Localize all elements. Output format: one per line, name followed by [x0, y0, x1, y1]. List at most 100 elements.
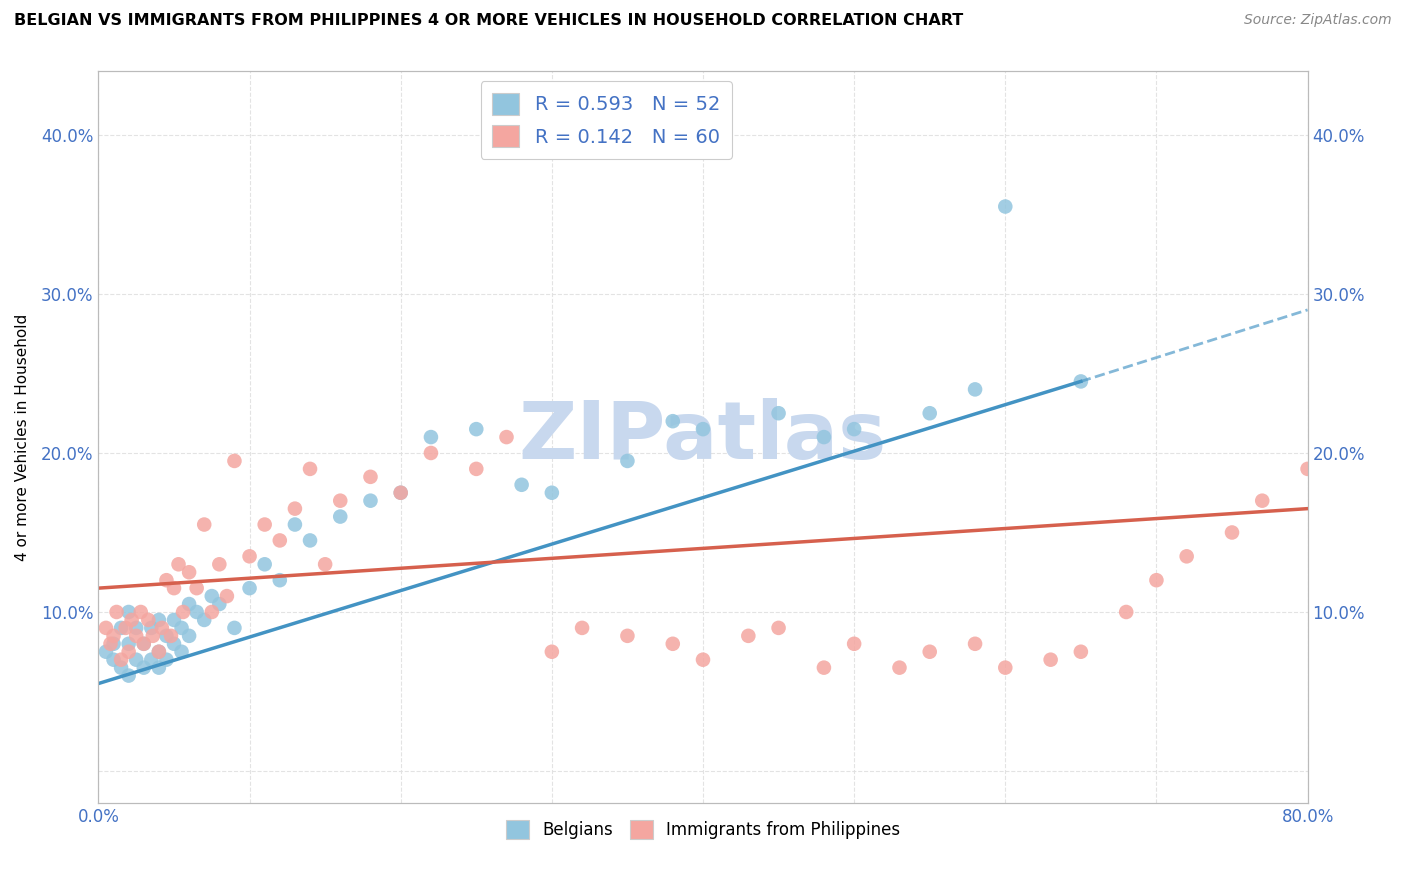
Point: [329, 509, 352, 524]
Point: [172, 605, 194, 619]
Point: [224, 454, 246, 468]
Point: [132, 637, 155, 651]
Point: [299, 462, 322, 476]
Point: [103, 629, 125, 643]
Point: [105, 605, 128, 619]
Point: [155, 573, 177, 587]
Point: [329, 493, 352, 508]
Point: [132, 660, 155, 674]
Point: [1039, 653, 1062, 667]
Point: [813, 430, 835, 444]
Point: [148, 660, 170, 674]
Point: [661, 414, 683, 428]
Point: [1070, 375, 1092, 389]
Point: [1175, 549, 1198, 564]
Point: [1251, 493, 1274, 508]
Point: [389, 485, 412, 500]
Point: [94, 645, 117, 659]
Point: [125, 621, 148, 635]
Point: [465, 462, 488, 476]
Point: [661, 637, 683, 651]
Point: [160, 629, 183, 643]
Point: [616, 454, 638, 468]
Point: [170, 645, 193, 659]
Point: [94, 621, 117, 635]
Point: [737, 629, 759, 643]
Point: [420, 430, 443, 444]
Point: [510, 477, 533, 491]
Point: [540, 645, 562, 659]
Point: [389, 485, 412, 500]
Point: [465, 422, 488, 436]
Point: [170, 621, 193, 635]
Point: [768, 406, 790, 420]
Point: [148, 645, 170, 659]
Point: [148, 645, 170, 659]
Point: [360, 493, 382, 508]
Point: [186, 581, 208, 595]
Point: [179, 629, 201, 643]
Point: [125, 653, 148, 667]
Point: [918, 645, 941, 659]
Point: [495, 430, 517, 444]
Point: [692, 653, 714, 667]
Point: [844, 637, 866, 651]
Point: [150, 621, 173, 635]
Point: [269, 573, 291, 587]
Point: [186, 605, 208, 619]
Point: [239, 581, 262, 595]
Point: [163, 613, 186, 627]
Point: [163, 637, 186, 651]
Point: [813, 660, 835, 674]
Point: [1220, 525, 1243, 540]
Point: [193, 517, 215, 532]
Point: [844, 422, 866, 436]
Point: [121, 613, 143, 627]
Point: [269, 533, 291, 548]
Point: [692, 422, 714, 436]
Point: [103, 653, 125, 667]
Point: [118, 605, 141, 619]
Text: Source: ZipAtlas.com: Source: ZipAtlas.com: [1244, 13, 1392, 28]
Point: [148, 613, 170, 627]
Point: [616, 629, 638, 643]
Point: [253, 558, 276, 572]
Point: [208, 597, 231, 611]
Point: [360, 470, 382, 484]
Point: [994, 660, 1017, 674]
Point: [142, 629, 165, 643]
Point: [141, 621, 163, 635]
Point: [420, 446, 443, 460]
Point: [571, 621, 593, 635]
Point: [1070, 645, 1092, 659]
Point: [100, 637, 122, 651]
Point: [167, 558, 190, 572]
Point: [299, 533, 322, 548]
Point: [965, 637, 987, 651]
Point: [141, 653, 163, 667]
Point: [118, 637, 141, 651]
Point: [284, 501, 307, 516]
Point: [155, 653, 177, 667]
Point: [1296, 462, 1319, 476]
Point: [179, 597, 201, 611]
Point: [239, 549, 262, 564]
Point: [118, 645, 141, 659]
Point: [1144, 573, 1167, 587]
Legend: Belgians, Immigrants from Philippines: Belgians, Immigrants from Philippines: [499, 814, 907, 846]
Point: [136, 613, 159, 627]
Point: [253, 517, 276, 532]
Y-axis label: 4 or more Vehicles in Household: 4 or more Vehicles in Household: [15, 313, 30, 561]
Point: [314, 558, 336, 572]
Point: [208, 558, 231, 572]
Point: [114, 621, 136, 635]
Point: [179, 566, 201, 580]
Text: ZIPatlas: ZIPatlas: [519, 398, 887, 476]
Point: [103, 637, 125, 651]
Point: [132, 637, 155, 651]
Point: [1115, 605, 1137, 619]
Point: [965, 383, 987, 397]
Point: [224, 621, 246, 635]
Text: BELGIAN VS IMMIGRANTS FROM PHILIPPINES 4 OR MORE VEHICLES IN HOUSEHOLD CORRELATI: BELGIAN VS IMMIGRANTS FROM PHILIPPINES 4…: [14, 13, 963, 29]
Point: [110, 621, 132, 635]
